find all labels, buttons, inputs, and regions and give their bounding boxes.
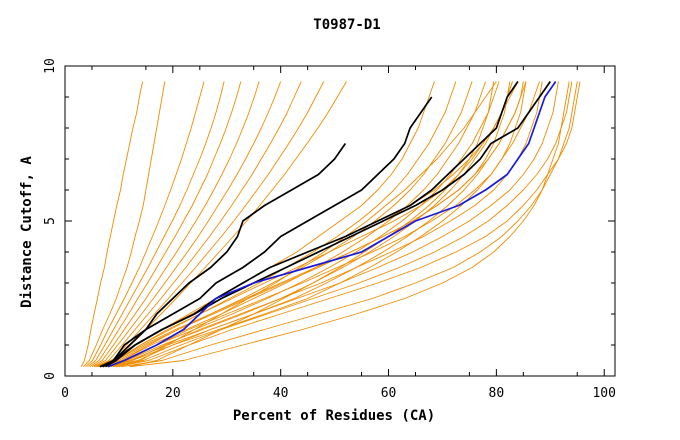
model-line-8 <box>96 81 302 368</box>
highlight-line-5 <box>107 81 557 368</box>
y-tick-label: 10 <box>43 58 58 74</box>
model-line-30 <box>118 81 497 368</box>
model-line-23 <box>110 81 559 368</box>
highlight-line-4 <box>104 81 551 368</box>
model-line-3 <box>85 81 205 368</box>
model-line-29 <box>97 81 524 368</box>
x-tick-label: 20 <box>165 386 181 401</box>
model-line-9 <box>98 81 325 368</box>
plot-area <box>80 81 581 368</box>
x-tick-label: 40 <box>273 386 289 401</box>
model-line-6 <box>91 81 260 368</box>
model-line-15 <box>103 81 500 368</box>
x-tick-label: 80 <box>489 386 505 401</box>
model-line-27 <box>129 81 570 368</box>
ticks-layer: 0 20 40 60 80 100 0 5 10 <box>43 58 616 401</box>
chart-title: T0987-D1 <box>313 17 380 33</box>
x-tick-label: 60 <box>381 386 397 401</box>
y-tick-label: 0 <box>43 372 58 380</box>
model-line-31 <box>129 81 519 368</box>
y-tick-label: 5 <box>43 217 58 225</box>
highlight-line-1 <box>102 143 347 368</box>
x-axis-label: Percent of Residues (CA) <box>233 408 435 424</box>
y-axis-label: Distance Cutoff, A <box>19 156 35 308</box>
model-line-12 <box>98 81 457 368</box>
model-line-16 <box>105 81 513 368</box>
highlight-line-2 <box>99 96 433 368</box>
model-line-21 <box>105 81 527 368</box>
model-line-10 <box>100 81 347 368</box>
x-tick-label: 100 <box>592 386 615 401</box>
model-line-5 <box>89 81 242 368</box>
model-line-20 <box>102 81 511 368</box>
x-tick-label: 0 <box>61 386 69 401</box>
model-line-26 <box>121 81 578 368</box>
model-line-25 <box>116 81 581 368</box>
model-line-19 <box>99 81 495 368</box>
series-layer <box>80 81 581 368</box>
model-line-14 <box>102 81 487 368</box>
model-line-1 <box>80 81 144 367</box>
model-line-22 <box>107 81 543 368</box>
model-line-4 <box>87 81 225 368</box>
model-line-7 <box>93 81 282 368</box>
model-line-2 <box>82 81 166 368</box>
